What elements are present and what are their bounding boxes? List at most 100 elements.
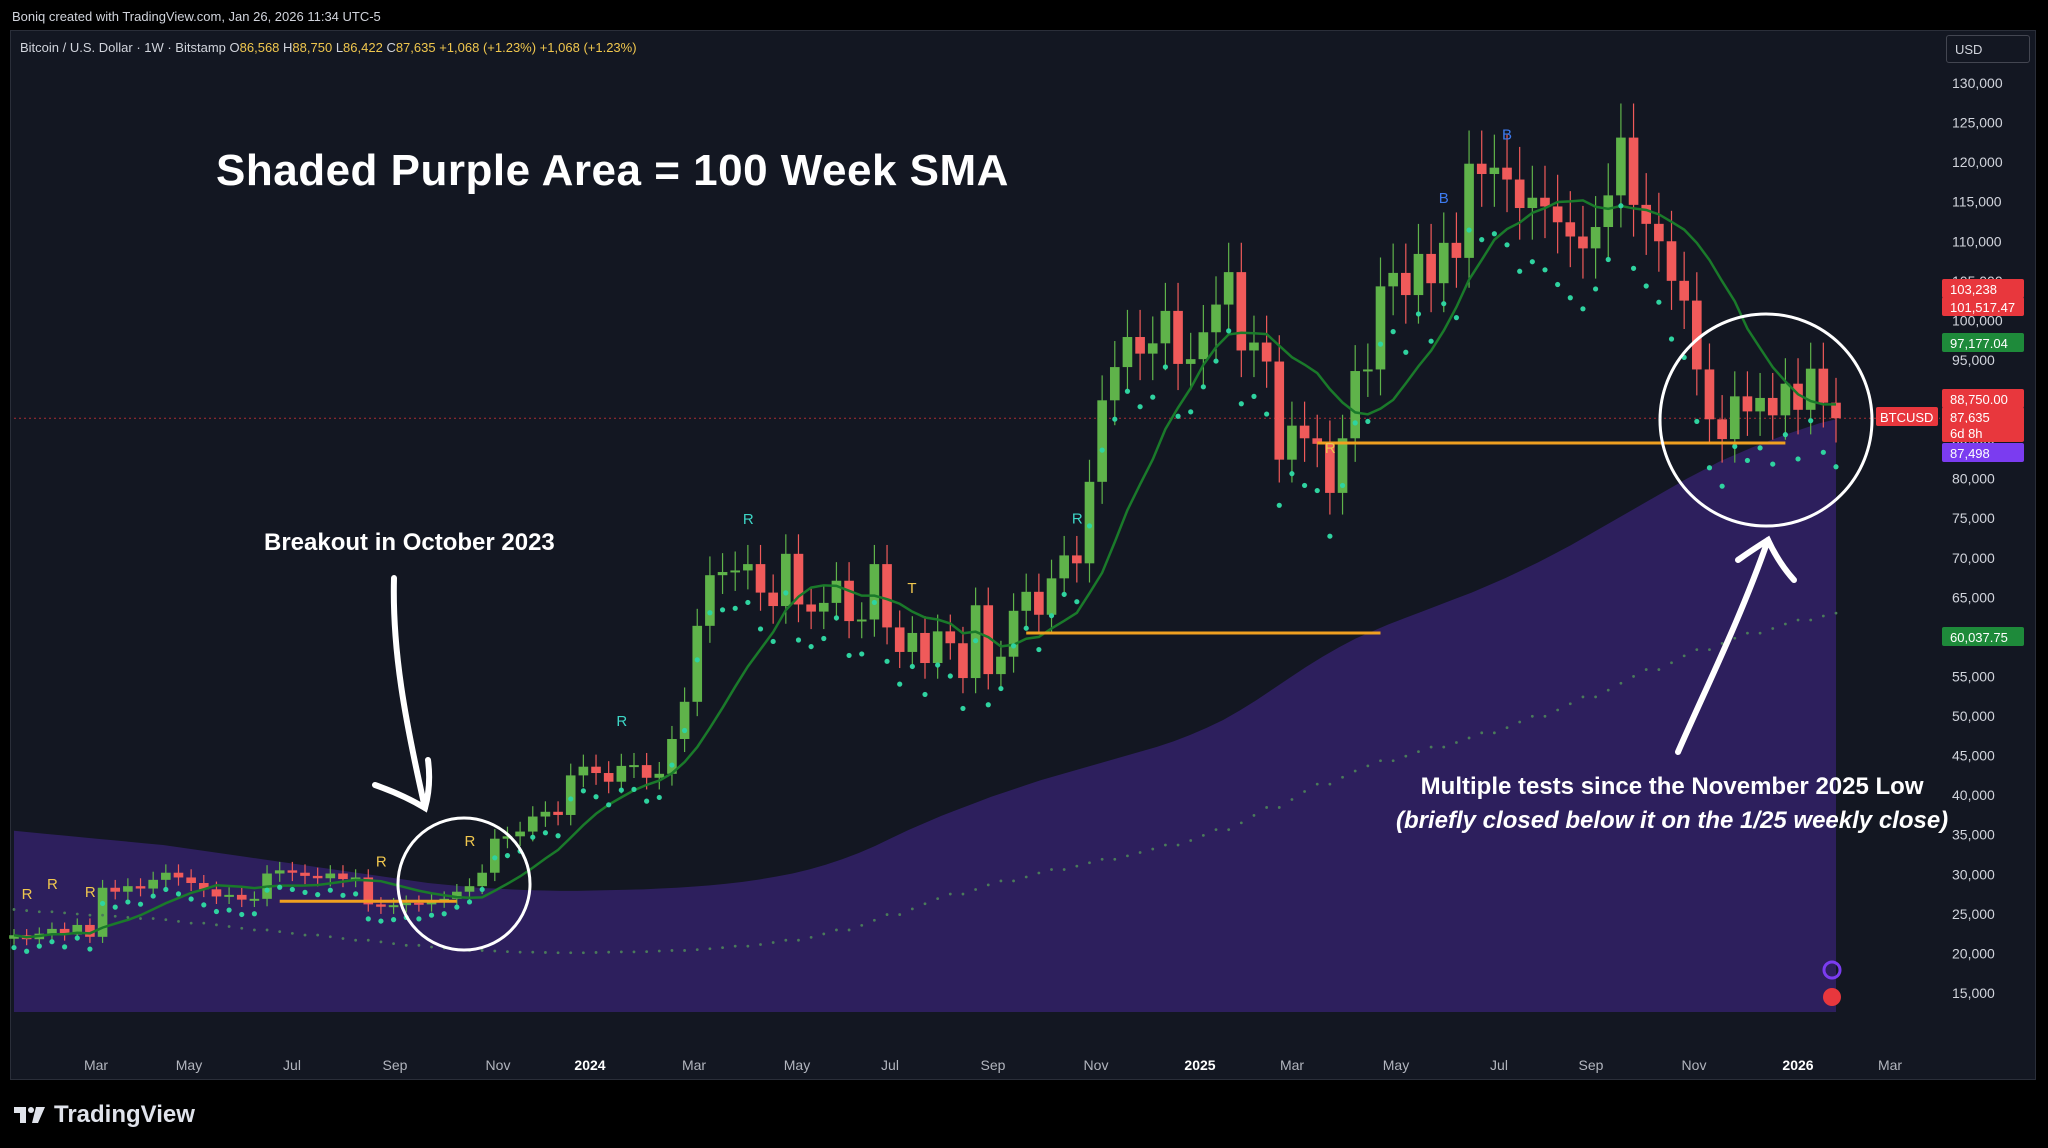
signal-marker: R bbox=[616, 713, 627, 730]
trend-dot bbox=[341, 937, 345, 940]
candle-body bbox=[945, 631, 956, 644]
trend-dot bbox=[50, 910, 54, 914]
y-tick-label: 20,000 bbox=[1952, 945, 1995, 961]
candle-body bbox=[1552, 206, 1563, 223]
support-dot bbox=[1643, 283, 1649, 289]
candle-body bbox=[1476, 163, 1487, 174]
support-dot bbox=[833, 615, 840, 621]
trend-dot bbox=[531, 950, 535, 954]
candle-body bbox=[1502, 167, 1512, 180]
trend-dot bbox=[240, 926, 244, 930]
support-dot bbox=[1491, 231, 1497, 237]
candle-body bbox=[882, 564, 892, 628]
candle-body bbox=[1742, 396, 1753, 412]
change-value: +1,068 (+1.23%) bbox=[439, 40, 537, 55]
y-tick-label: 55,000 bbox=[1952, 668, 1995, 684]
support-dot bbox=[315, 892, 321, 898]
candle-body bbox=[629, 765, 639, 768]
candle-body bbox=[1312, 438, 1323, 444]
candle-body bbox=[717, 572, 728, 576]
support-dot bbox=[757, 626, 764, 632]
trend-dot bbox=[518, 950, 522, 954]
support-dot bbox=[1415, 311, 1422, 317]
candle-body bbox=[831, 580, 842, 603]
trend-dot bbox=[632, 950, 636, 954]
symbol-legend: Bitcoin / U.S. Dollar · 1W · Bitstamp O8… bbox=[20, 40, 637, 55]
price-label-box bbox=[1942, 389, 2024, 408]
support-dot bbox=[1112, 416, 1118, 422]
candle-body bbox=[1160, 310, 1171, 344]
trend-dot bbox=[657, 949, 661, 953]
support-dot bbox=[1352, 420, 1358, 426]
trend-dot bbox=[594, 951, 598, 954]
y-tick-label: 100,000 bbox=[1952, 312, 2003, 328]
candle-body bbox=[1375, 286, 1386, 370]
candle-body bbox=[616, 765, 627, 782]
ma-line bbox=[13, 199, 1837, 939]
trend-dot bbox=[290, 931, 294, 935]
trend-dot bbox=[303, 933, 307, 937]
trend-dot bbox=[910, 907, 914, 911]
support-dot bbox=[99, 900, 106, 907]
y-tick-label: 45,000 bbox=[1952, 748, 1995, 764]
x-tick-label: 2026 bbox=[1782, 1057, 1813, 1073]
candle-body bbox=[1211, 304, 1221, 333]
trend-dot bbox=[366, 938, 370, 942]
support-dot bbox=[631, 786, 637, 792]
candle-body bbox=[856, 619, 867, 622]
support-dot bbox=[1314, 487, 1320, 494]
candle-body bbox=[1135, 337, 1145, 354]
chart-credit: Boniq created with TradingView.com, Jan … bbox=[12, 9, 381, 24]
tradingview-logo[interactable]: TradingView bbox=[14, 1101, 195, 1129]
footer bbox=[0, 1082, 2048, 1148]
candle-body bbox=[452, 891, 462, 899]
trend-dot bbox=[1277, 806, 1281, 809]
support-dot bbox=[568, 796, 574, 802]
candle-body bbox=[59, 928, 70, 935]
support-dot bbox=[1580, 306, 1586, 312]
support-dot bbox=[960, 705, 966, 712]
trend-dot bbox=[1543, 714, 1547, 718]
high-label: H bbox=[283, 40, 293, 55]
support-dot bbox=[707, 610, 713, 616]
support-dot bbox=[492, 855, 498, 861]
trend-dot bbox=[1227, 828, 1231, 832]
candle-body bbox=[186, 877, 196, 884]
candle-body bbox=[1400, 272, 1411, 296]
tests-arrowhead bbox=[1735, 535, 1797, 583]
support-dot bbox=[1441, 301, 1447, 307]
support-dot bbox=[1086, 523, 1093, 529]
support-dot bbox=[1301, 482, 1308, 489]
candle-body bbox=[781, 553, 791, 607]
support-dot bbox=[618, 787, 624, 793]
trend-dot bbox=[1746, 631, 1749, 635]
candle-body bbox=[1249, 342, 1259, 351]
candle-body bbox=[515, 831, 525, 837]
trend-dot bbox=[607, 950, 611, 954]
support-dot bbox=[606, 802, 612, 808]
x-tick-label: Jul bbox=[1490, 1057, 1508, 1073]
candle-body bbox=[565, 775, 576, 815]
candle-body bbox=[1046, 578, 1057, 615]
currency-button[interactable]: USD bbox=[1946, 35, 2030, 63]
candle-body bbox=[540, 811, 551, 817]
trend-dot bbox=[1024, 875, 1028, 879]
price-label-box bbox=[1942, 443, 2024, 462]
headline-annotation: Shaded Purple Area = 100 Week SMA bbox=[216, 146, 1009, 195]
symbol-label: BTCUSD bbox=[1880, 410, 1933, 425]
trend-dot bbox=[164, 918, 168, 922]
signal-marker: R bbox=[85, 884, 96, 901]
support-dot bbox=[1213, 358, 1219, 364]
support-dot bbox=[1833, 464, 1839, 470]
trend-dot bbox=[1138, 851, 1142, 854]
trend-dot bbox=[1657, 668, 1661, 671]
trend-dot bbox=[1404, 754, 1408, 758]
candle-body bbox=[401, 902, 412, 906]
support-dot bbox=[1124, 388, 1131, 394]
support-dot bbox=[1238, 401, 1244, 407]
support-dot bbox=[49, 939, 55, 945]
candle-body bbox=[249, 898, 260, 901]
candle-body bbox=[527, 816, 538, 832]
candle-body bbox=[1363, 369, 1373, 372]
